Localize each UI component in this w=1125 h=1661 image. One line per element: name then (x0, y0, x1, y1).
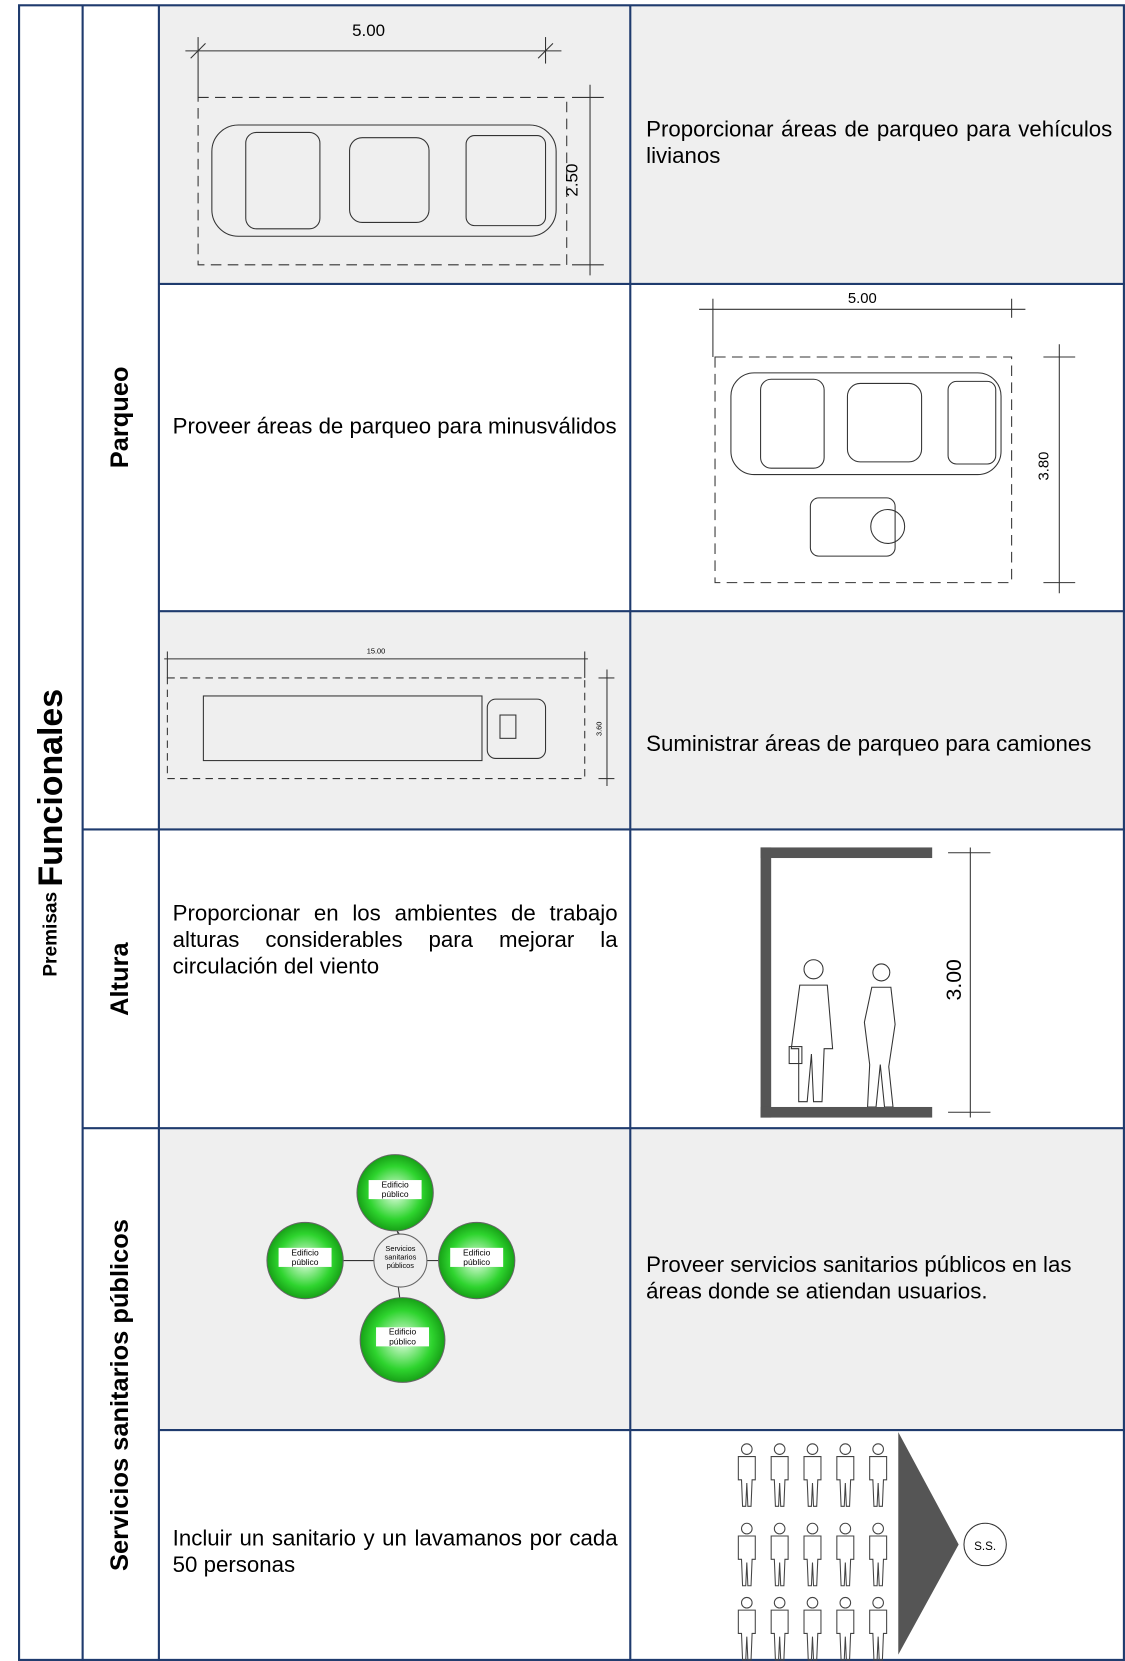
cell-text: Incluir un sanitario y un lavamanos por … (172, 1526, 618, 1578)
node-label: Edificio público (450, 1247, 504, 1267)
dim-label: 5.00 (848, 291, 877, 307)
title-large: Funcionales (31, 688, 70, 887)
title-small: Premisas (39, 891, 61, 977)
group-label: Altura (105, 942, 135, 1016)
group-label: Servicios sanitarios públicos (105, 1218, 135, 1571)
node-label: Edificio público (368, 1180, 422, 1200)
section-title: Premisas Funcionales (19, 5, 83, 1660)
dim-label: 3.00 (943, 959, 966, 1000)
dim-label: 3.80 (1037, 452, 1053, 481)
dim-label: 5.00 (352, 21, 385, 40)
dim-label: 3.60 (595, 722, 604, 736)
cell-text: Proporcionar áreas de parqueo para vehíc… (646, 117, 1113, 169)
node-label: Edificio público (278, 1247, 332, 1267)
dim-label: 2.50 (562, 164, 581, 197)
group-label: Parqueo (105, 366, 135, 469)
cell-text: Suministrar áreas de parqueo para camion… (646, 731, 1092, 757)
cell-text: Proporcionar en los ambientes de trabajo… (172, 901, 618, 979)
center-label: Servicios sanitarios públicos (384, 1245, 417, 1271)
cell-text: Proveer áreas de parqueo para minusválid… (172, 414, 617, 439)
ss-label: S.S. (974, 1540, 996, 1553)
node-label: Edificio público (376, 1327, 430, 1347)
dim-label: 15.00 (367, 647, 386, 656)
cell-text: Proveer servicios sanitarios públicos en… (646, 1253, 1072, 1304)
